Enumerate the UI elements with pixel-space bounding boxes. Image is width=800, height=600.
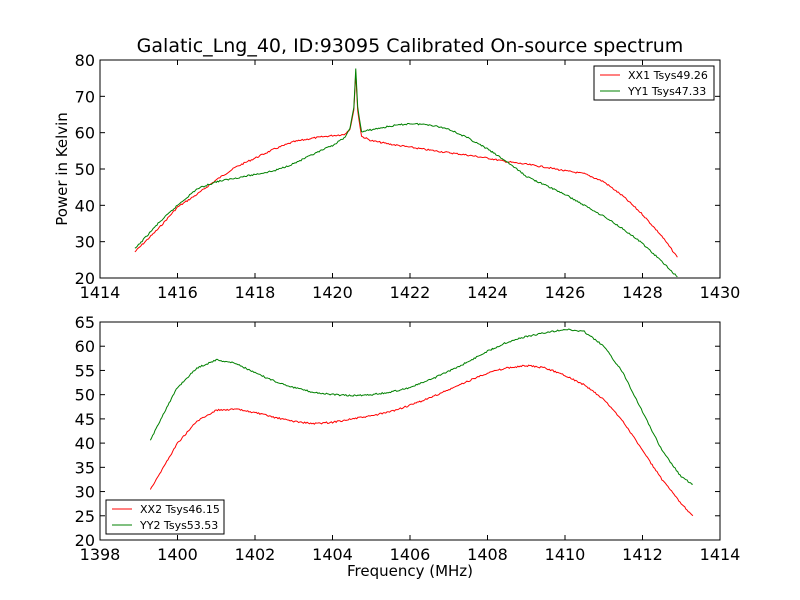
y-tick-label: 20 <box>75 269 95 288</box>
y-tick-label: 25 <box>75 507 95 526</box>
legend: XX1 Tsys49.26 YY1 Tsys47.33 <box>593 65 715 101</box>
x-tick-label: 1406 <box>390 545 431 564</box>
y-tick-label: 55 <box>75 361 95 380</box>
x-tick-label: 1430 <box>700 283 741 302</box>
legend-box <box>593 65 715 101</box>
x-tick-label: 1414 <box>80 283 121 302</box>
x-tick-label: 1414 <box>700 545 741 564</box>
x-tick-label: 1426 <box>545 283 586 302</box>
x-tick-label: 1416 <box>157 283 198 302</box>
legend-label: YY1 Tsys47.33 <box>627 85 706 98</box>
legend-label: XX2 Tsys46.15 <box>140 503 220 516</box>
y-tick-label: 40 <box>75 434 95 453</box>
series-line-2 <box>134 68 678 278</box>
x-tick-label: 1418 <box>235 283 276 302</box>
top-panel: 1414 1416 1418 1420 1422 1424 1426 1428 1430 20 30… <box>75 51 741 302</box>
x-tick-label: 1424 <box>467 283 508 302</box>
x-tick-label: 1412 <box>622 545 663 564</box>
series-line-1 <box>134 72 678 258</box>
legend-label: XX1 Tsys49.26 <box>628 69 708 82</box>
y-tick-label: 30 <box>75 483 95 502</box>
series-line-2 <box>149 328 693 485</box>
y-tick-label: 30 <box>75 233 95 252</box>
x-tick-label: 1408 <box>467 545 508 564</box>
x-tick-label: 1398 <box>80 545 121 564</box>
legend-label: YY2 Tsys53.53 <box>139 519 218 532</box>
y-tick-label: 50 <box>75 386 95 405</box>
series-line-1 <box>149 364 694 517</box>
y-tick-label: 20 <box>75 531 95 550</box>
x-tick-label: 1402 <box>235 545 276 564</box>
y-tick-label: 35 <box>75 458 95 477</box>
x-tick-label: 1420 <box>312 283 353 302</box>
x-tick-label: 1410 <box>545 545 586 564</box>
x-axis-label: Frequency (MHz) <box>347 562 473 580</box>
y-tick-label: 65 <box>75 313 95 332</box>
chart-title: Galatic_Lng_40, ID:93095 Calibrated On-s… <box>137 35 684 57</box>
y-tick-label: 80 <box>75 51 95 70</box>
y-tick-label: 45 <box>75 410 95 429</box>
legend-box <box>105 499 225 535</box>
x-tick-label: 1422 <box>390 283 431 302</box>
bottom-panel: 1398 1400 1402 1404 1406 1408 1410 1412 1414 20 25… <box>75 313 741 564</box>
x-tick-label: 1400 <box>157 545 198 564</box>
y-axis-label: Power in Kelvin <box>53 112 71 226</box>
y-tick-label: 60 <box>75 124 95 143</box>
x-tick-label: 1428 <box>622 283 663 302</box>
legend: XX2 Tsys46.15 YY2 Tsys53.53 <box>105 499 225 535</box>
y-tick-label: 50 <box>75 160 95 179</box>
y-tick-label: 70 <box>75 87 95 106</box>
x-tick-label: 1404 <box>312 545 353 564</box>
y-tick-label: 40 <box>75 196 95 215</box>
y-tick-label: 60 <box>75 337 95 356</box>
